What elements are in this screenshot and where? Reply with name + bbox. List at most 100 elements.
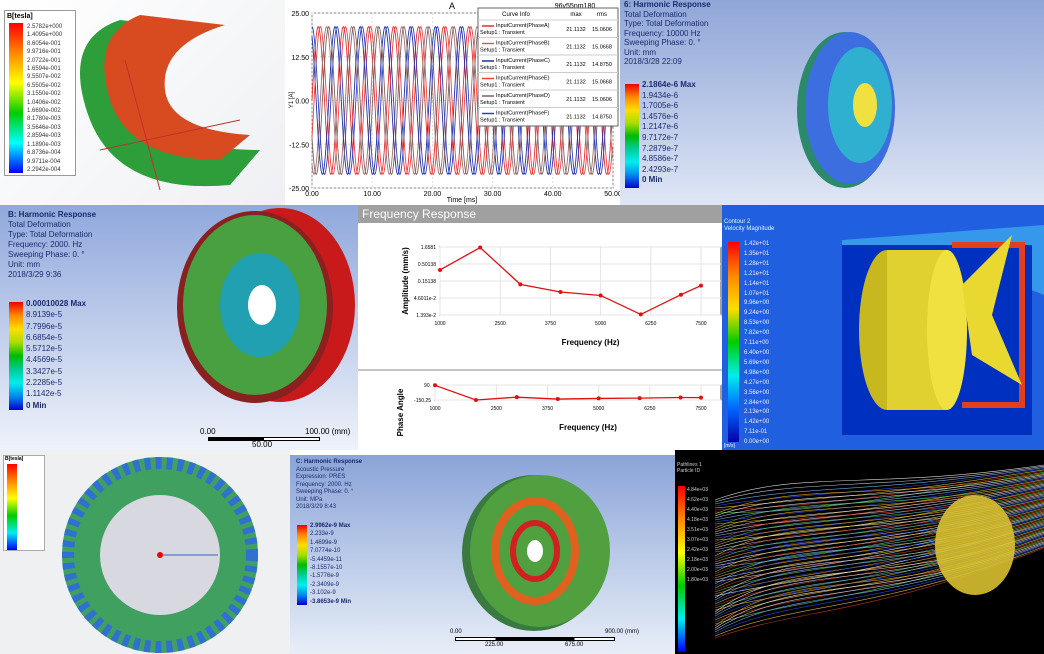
scale-tick-1: 225.00 (485, 642, 504, 648)
scale-end: 900.00 (mm) (605, 629, 640, 635)
pathline (714, 464, 1044, 501)
info-heading-line: Sweeping Phase: 0. ° (8, 250, 85, 259)
scale-bar (455, 637, 615, 641)
y-axis-label: Phase Angle (396, 388, 405, 436)
y-tick-label: 12.50 (291, 55, 309, 62)
pathline (714, 483, 1044, 533)
frequency-response-panel: Frequency Response 1.6581 0.50138 0.15138 4… (358, 205, 722, 450)
legend-value: 1.9434e-6 (642, 90, 679, 100)
info-heading-line: Type: Total Deformation (624, 19, 709, 28)
chart-title: A (449, 1, 455, 11)
legend-title: Contour 2 (724, 219, 751, 225)
info-heading-line: Frequency: 2000. Hz (8, 240, 83, 249)
legend-value: 8.53e+00 (744, 320, 770, 327)
legend-value: 6.5505e-002 (27, 82, 61, 89)
y-tick-label: 0.00 (295, 99, 309, 106)
y-tick-label: 90. (424, 383, 431, 389)
legend-value: 0.00e+00 (744, 439, 770, 446)
legend-value: 4.4569e-5 (26, 355, 63, 365)
legend-series-name: InputCurrent(PhaseA) (496, 23, 550, 29)
scale-start: 0.00 (200, 427, 216, 436)
legend-value: 1.0406e-002 (27, 99, 61, 106)
legend-value: 3.5646e-003 (27, 124, 61, 131)
legend-series-setup: Setup1 : Transient (480, 100, 525, 106)
legend-value: 9.5507e-002 (27, 74, 61, 81)
series-line (439, 246, 702, 316)
panel-header: Frequency Response (358, 205, 722, 223)
legend-value: 1.14e+01 (744, 280, 770, 287)
legend-series-name: InputCurrent(PhaseD) (496, 93, 550, 99)
legend-value: 0.00010028 Max (26, 299, 87, 308)
disk-render (462, 475, 610, 631)
legend-series-name: InputCurrent(PhaseF) (496, 111, 549, 117)
legend-value: 6.8736e-004 (27, 150, 61, 157)
info-heading-line: B: Harmonic Response (8, 210, 97, 219)
legend-value: 3.56e+00 (744, 389, 770, 396)
legend-value: -1.5776e-9 (310, 573, 340, 580)
pathlines-render (714, 464, 1044, 639)
legend-value: 2.8594e-003 (27, 133, 61, 140)
legend-header: rms (597, 12, 607, 18)
info-heading-line: Frequency: 2000. Hz (296, 481, 352, 488)
legend-value: 7.0774e-10 (310, 548, 341, 555)
legend-value: 2.5782e+000 (27, 24, 63, 30)
wheel-render (797, 32, 895, 188)
info-heading-line: 6: Harmonic Response (624, 0, 711, 9)
legend-value: -2.3409e-9 (310, 581, 340, 588)
x-tick-label: 2500 (491, 406, 502, 412)
legend-value: 7.2879e-7 (642, 143, 679, 153)
legend-rms: 15.0668 (592, 80, 612, 86)
info-heading-line: Acoustic Pressure (296, 466, 345, 473)
color-bar (625, 84, 639, 188)
y-axis-label: Amplitude (mm/s) (401, 247, 410, 315)
legend-value: 3.3427e-5 (26, 366, 63, 376)
series-line-InputCurrent(PhaseB) (311, 25, 613, 176)
wheel-render (177, 208, 355, 403)
legend-value: 2.84e+00 (744, 399, 770, 406)
legend-header: Curve Info (502, 12, 530, 18)
legend-value: 2.4293e-7 (642, 164, 679, 174)
ring-field-panel: B[tesla] (0, 450, 290, 654)
frequency-response-chart: 1.6581 0.50138 0.15138 4.6011e-2 1.393e-2 100… (358, 245, 722, 436)
legend-rms: 15.0668 (592, 45, 612, 51)
scale-bar (208, 437, 320, 441)
x-tick-label: 30.00 (484, 191, 502, 198)
legend-header: max (570, 12, 581, 18)
pathline (714, 467, 1044, 505)
legend-value: 9.9716e-001 (27, 49, 61, 56)
legend-value: 6.40e+00 (744, 349, 770, 356)
x-tick-label: 5000 (593, 406, 604, 412)
legend-value: 4.84e+03 (687, 487, 708, 493)
legend-value: 2.2942e-004 (27, 166, 61, 173)
legend-series-name: InputCurrent(PhaseC) (496, 58, 550, 64)
legend-value: 2.0722e-001 (27, 57, 61, 64)
legend-value: 2.233e-9 (310, 531, 334, 538)
legend-rms: 15.0606 (592, 97, 612, 103)
info-heading-line: Unit: mm (8, 260, 40, 269)
pathline (714, 481, 1044, 529)
info-heading-line: 2018/3/29 8:43 (296, 504, 337, 510)
data-point (699, 283, 703, 288)
data-point (433, 383, 437, 388)
legend-value: 9.9711e-004 (27, 158, 61, 165)
x-tick-label: 2500 (495, 321, 506, 327)
legend-title: Particle ID (677, 468, 701, 474)
info-heading-line: Expression: PRES (296, 474, 346, 480)
info-heading-line: Unit: mm (624, 47, 656, 57)
legend-value: 9.24e+00 (744, 310, 770, 317)
data-point (514, 395, 519, 400)
color-bar (678, 486, 685, 652)
series-line-InputCurrent(PhaseD) (311, 25, 613, 176)
legend-value: 0 Min (642, 175, 663, 185)
legend-value: 8.6054e-001 (27, 40, 61, 47)
legend-value: 3.07e+03 (687, 537, 708, 543)
legend-value: 1.4699e-9 (310, 539, 338, 546)
pathline (714, 475, 1044, 519)
x-tick-label: 10.00 (363, 191, 381, 198)
data-point (638, 312, 643, 317)
x-tick-label: 3750 (545, 321, 556, 327)
color-bar (7, 464, 17, 550)
legend-value: 4.8586e-7 (642, 154, 679, 164)
flow-contour-render (842, 225, 1044, 435)
legend-series-setup: Setup1 : Transient (480, 118, 525, 124)
